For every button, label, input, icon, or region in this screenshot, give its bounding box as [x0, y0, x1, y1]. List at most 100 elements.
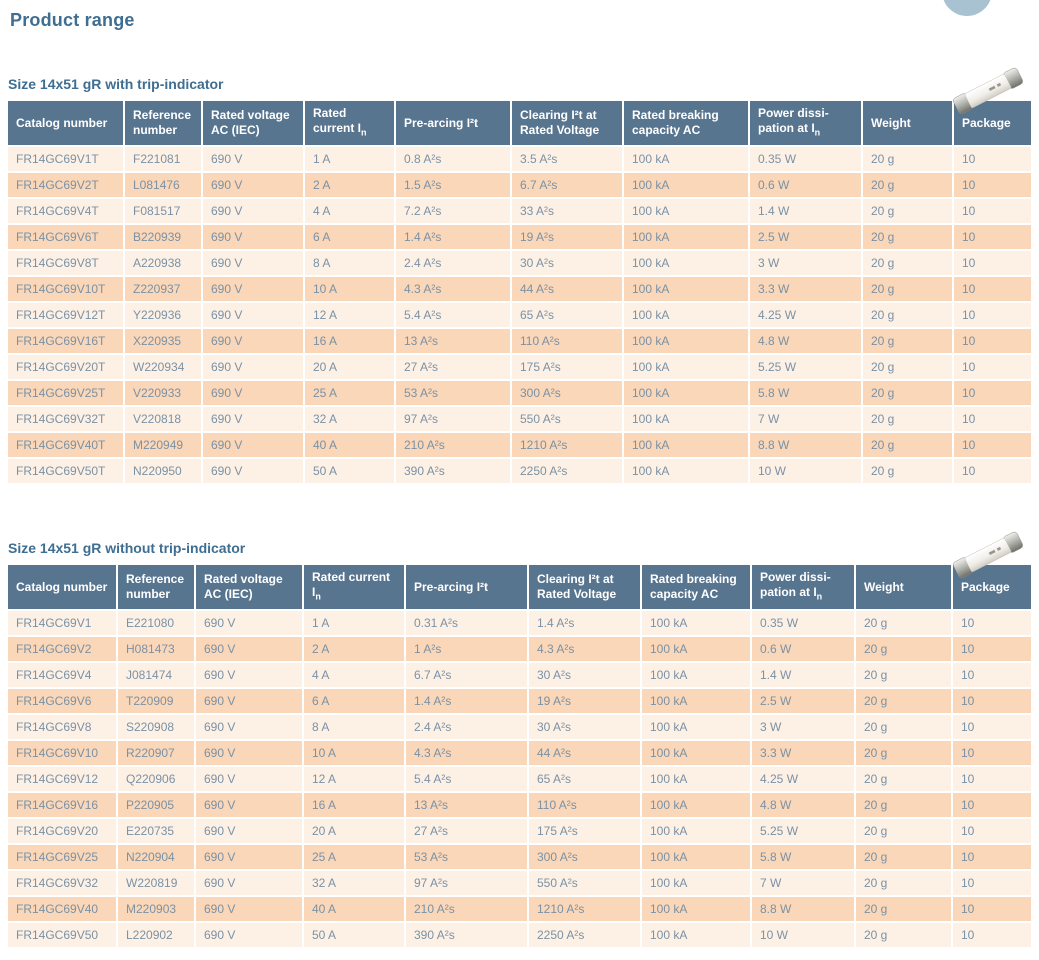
- table-cell: 44 A²s: [511, 276, 624, 304]
- column-header: Rated voltage AC (IEC): [195, 565, 304, 612]
- table-cell: 12 A: [304, 302, 396, 330]
- table-cell: 4 A: [303, 662, 406, 690]
- table-cell: X220935: [124, 328, 203, 356]
- table-cell: 65 A²s: [528, 766, 642, 794]
- table-cell: 5.4 A²s: [405, 766, 529, 794]
- table-cell: 3.3 W: [749, 276, 863, 304]
- table-cell: 690 V: [195, 818, 304, 846]
- table-cell: 10: [953, 380, 1031, 408]
- column-header: Reference number: [117, 565, 196, 612]
- table-cell: FR14GC69V1T: [8, 146, 125, 174]
- table-cell: 100 kA: [623, 432, 750, 460]
- table-cell: S220908: [117, 714, 196, 742]
- table-cell: 300 A²s: [528, 844, 642, 872]
- table-cell: 100 kA: [623, 458, 750, 486]
- table-cell: 40 A: [304, 432, 396, 460]
- table-cell: 390 A²s: [405, 922, 529, 950]
- table-cell: 4 A: [304, 198, 396, 226]
- product-table-with-trip-indicator: Catalog number Reference number Rated volt…: [8, 101, 1031, 486]
- table-cell: 690 V: [202, 432, 305, 460]
- table-cell: 20 g: [855, 922, 953, 950]
- table-cell: 100 kA: [623, 250, 750, 278]
- table-cell: 20 g: [862, 328, 954, 356]
- table-cell: H081473: [117, 636, 196, 664]
- table-cell: 100 kA: [623, 276, 750, 304]
- table-cell: 690 V: [195, 688, 304, 716]
- table-cell: FR14GC69V20T: [8, 354, 125, 382]
- table-cell: 20 g: [855, 636, 953, 664]
- column-header: Power dissi-pation at In: [751, 565, 856, 612]
- table-cell: 10: [953, 328, 1031, 356]
- table-cell: 550 A²s: [511, 406, 624, 434]
- table-cell: M220949: [124, 432, 203, 460]
- table-cell: 30 A²s: [511, 250, 624, 278]
- column-header: Catalog number: [8, 565, 118, 612]
- table-cell: 8 A: [303, 714, 406, 742]
- table-cell: 4.25 W: [749, 302, 863, 330]
- table-cell: 10: [952, 922, 1031, 950]
- table-cell: 20 g: [862, 276, 954, 304]
- table-cell: 3.3 W: [751, 740, 856, 768]
- table-cell: 1.4 W: [751, 662, 856, 690]
- table-cell: 5.25 W: [749, 354, 863, 382]
- table-cell: 210 A²s: [405, 896, 529, 924]
- table-row: FR14GC69V10 R220907 690 V 10 A 4.3 A²s 44 A²s…: [8, 740, 1031, 768]
- table-cell: 100 kA: [623, 354, 750, 382]
- table-cell: 10: [953, 146, 1031, 174]
- table-cell: 690 V: [202, 198, 305, 226]
- table-cell: 690 V: [202, 354, 305, 382]
- table-cell: L220902: [117, 922, 196, 950]
- table-cell: 10: [952, 896, 1031, 924]
- table-cell: 16 A: [303, 792, 406, 820]
- table-row: FR14GC69V16T X220935 690 V 16 A 13 A²s 110 A²…: [8, 328, 1031, 356]
- table-cell: 100 kA: [641, 714, 752, 742]
- table-cell: 20 A: [304, 354, 396, 382]
- table-cell: 12 A: [303, 766, 406, 794]
- table-row: FR14GC69V50 L220902 690 V 50 A 390 A²s 2250 A…: [8, 922, 1031, 950]
- table-cell: A220938: [124, 250, 203, 278]
- table-cell: 0.31 A²s: [405, 610, 529, 638]
- table-cell: 4.3 A²s: [395, 276, 512, 304]
- table-cell: 300 A²s: [511, 380, 624, 408]
- table-cell: 19 A²s: [528, 688, 642, 716]
- table-row: FR14GC69V40 M220903 690 V 40 A 210 A²s 1210 A…: [8, 896, 1031, 924]
- header-row: Catalog number Reference number Rated volt…: [8, 101, 1031, 148]
- table-cell: 10: [952, 870, 1031, 898]
- table-cell: 10 W: [749, 458, 863, 486]
- table-cell: 690 V: [195, 844, 304, 872]
- table-cell: 8.8 W: [751, 896, 856, 924]
- table-cell: 10: [952, 818, 1031, 846]
- table-cell: FR14GC69V50T: [8, 458, 125, 486]
- table-cell: 10 A: [303, 740, 406, 768]
- column-header: Package: [952, 565, 1031, 612]
- table-cell: 100 kA: [623, 224, 750, 252]
- table-cell: 1 A: [304, 146, 396, 174]
- table-cell: 4.8 W: [751, 792, 856, 820]
- table-row: FR14GC69V20 E220735 690 V 20 A 27 A²s 175 A²s…: [8, 818, 1031, 846]
- column-header: Pre-arcing I²t: [405, 565, 529, 612]
- table-cell: W220934: [124, 354, 203, 382]
- table-cell: 13 A²s: [395, 328, 512, 356]
- table-cell: 1210 A²s: [511, 432, 624, 460]
- section-with-trip-indicator: Size 14x51 gR with trip-indicator Catalo…: [8, 76, 1031, 486]
- column-header: Power dissi-pation at In: [749, 101, 863, 148]
- table-cell: 6 A: [304, 224, 396, 252]
- table-cell: 97 A²s: [395, 406, 512, 434]
- table-cell: 100 kA: [641, 766, 752, 794]
- table-cell: V220933: [124, 380, 203, 408]
- table-cell: 20 g: [862, 250, 954, 278]
- table-cell: 0.8 A²s: [395, 146, 512, 174]
- table-cell: 8.8 W: [749, 432, 863, 460]
- table-cell: 50 A: [304, 458, 396, 486]
- table-cell: 20 g: [855, 740, 953, 768]
- table-cell: FR14GC69V12T: [8, 302, 125, 330]
- table-cell: FR14GC69V8: [8, 714, 118, 742]
- table-cell: 100 kA: [623, 406, 750, 434]
- table-cell: 20 g: [862, 302, 954, 330]
